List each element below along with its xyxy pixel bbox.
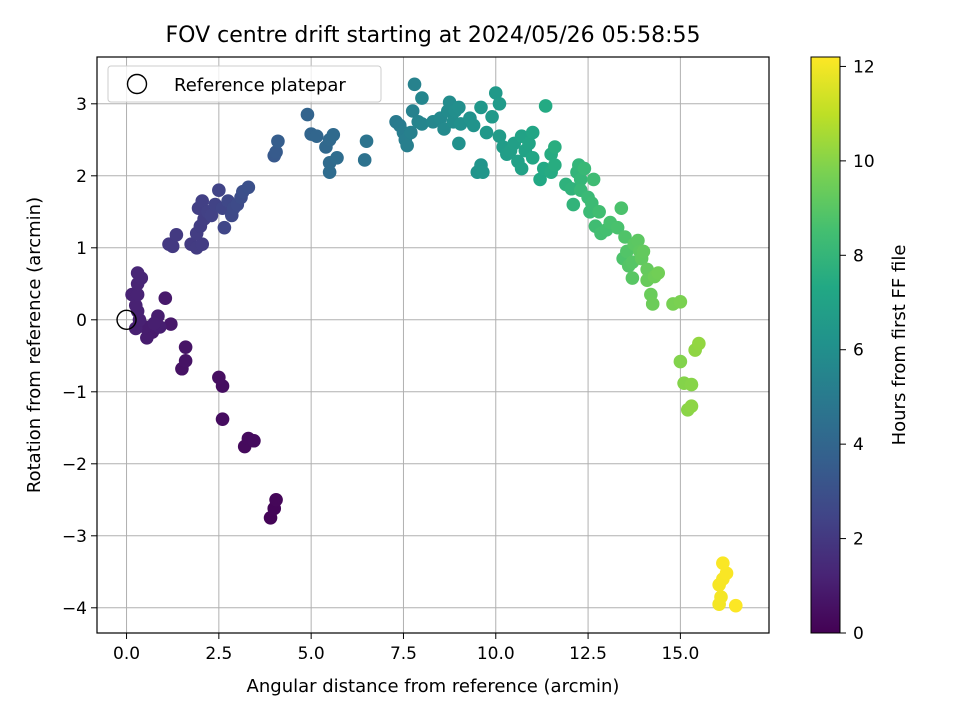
x-tick-label: 5.0 [298,644,325,664]
data-point [179,354,193,368]
colorbar-tick-label: 6 [853,341,864,361]
data-point [587,173,601,187]
data-point [493,97,507,111]
chart-title: FOV centre drift starting at 2024/05/26 … [166,23,701,48]
data-point [242,181,256,195]
chart: FOV centre drift starting at 2024/05/26 … [0,0,960,720]
data-point [131,266,145,280]
colorbar: 0 2 4 6 8 10 12 Hours from first FF file [811,57,910,644]
colorbar-tick-label: 2 [853,530,864,550]
data-point [452,101,466,115]
y-tick-label: −2 [62,455,87,475]
data-point [452,137,466,151]
data-point [674,295,688,309]
data-point [692,337,706,351]
colorbar-tick-label: 4 [853,435,864,455]
data-point [716,556,730,570]
data-point [646,297,660,311]
data-point [358,153,372,167]
colorbar-label: Hours from first FF file [889,245,910,446]
x-tick-label: 0.0 [113,644,140,664]
data-point [515,162,529,176]
data-point [485,110,499,124]
x-tick-label: 15.0 [661,644,699,664]
data-point [567,198,581,212]
x-tick-label: 10.0 [477,644,515,664]
data-point [637,245,651,259]
colorbar-tick-label: 0 [853,624,864,644]
data-point [415,91,429,105]
y-axis-ticks: −4 −3 −2 −1 0 1 2 3 [62,95,97,619]
data-point [408,78,422,92]
data-point [474,101,488,115]
data-point [179,340,193,354]
x-tick-label: 2.5 [205,644,232,664]
data-point [310,129,324,143]
data-point [271,134,285,148]
x-axis-ticks: 0.0 2.5 5.0 7.5 10.0 12.5 15.0 [113,633,699,664]
data-point [714,590,728,604]
data-point [212,183,226,197]
data-point [729,599,743,613]
data-point [330,151,344,165]
x-tick-label: 12.5 [569,644,607,664]
data-point [212,371,226,385]
data-point [216,412,230,426]
legend-entry-reference: Reference platepar [174,75,346,96]
data-point [147,317,161,331]
data-point [170,228,184,242]
legend: Reference platepar [108,66,381,102]
data-points [125,78,742,613]
data-point [400,139,414,153]
grid [97,57,769,633]
data-point [218,221,232,235]
y-tick-label: 2 [76,167,87,187]
data-point [269,493,283,507]
y-axis-label: Rotation from reference (arcmin) [24,197,45,493]
colorbar-tick-label: 12 [853,57,875,77]
data-point [476,165,490,179]
y-tick-label: −3 [62,527,87,547]
data-point [651,266,665,280]
plot-frame [97,57,769,633]
data-point [615,201,629,215]
data-point [166,240,180,254]
data-point [578,162,592,176]
y-tick-label: 0 [76,311,87,331]
data-point [526,151,540,165]
data-point [674,355,688,369]
data-point [685,399,699,413]
data-point [526,126,540,140]
data-point [327,128,341,142]
data-point [548,158,562,172]
y-tick-label: 1 [76,239,87,259]
x-tick-label: 7.5 [390,644,417,664]
colorbar-tick-label: 8 [853,246,864,266]
data-point [247,434,261,448]
data-point [467,119,481,133]
data-point [480,126,494,140]
y-tick-label: 3 [76,95,87,115]
data-point [159,291,173,305]
y-tick-label: −1 [62,383,87,403]
y-tick-label: −4 [62,599,87,619]
data-point [592,205,606,219]
data-point [626,271,640,285]
data-point [685,378,699,392]
data-point [360,134,374,148]
colorbar-ticks: 0 2 4 6 8 10 12 [840,57,875,644]
colorbar-tick-label: 10 [853,152,875,172]
colorbar-gradient [811,57,840,633]
x-axis-label: Angular distance from reference (arcmin) [247,676,620,697]
data-point [548,140,562,154]
data-point [301,108,315,122]
data-point [539,99,553,113]
data-point [323,165,337,179]
